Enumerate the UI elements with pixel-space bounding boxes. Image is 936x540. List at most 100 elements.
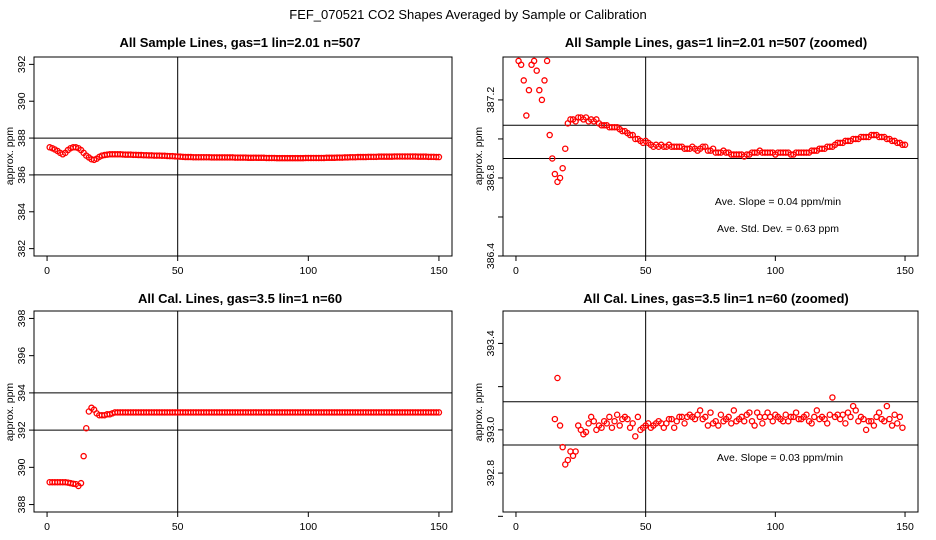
data-point	[829, 394, 836, 401]
data-point	[792, 409, 800, 416]
panel-sample-lines: All Sample Lines, gas=1 lin=2.01 n=507 a…	[4, 35, 453, 277]
x-tick-label: 150	[896, 521, 914, 533]
data-point	[554, 374, 561, 382]
data-point	[728, 420, 735, 427]
data-point	[751, 422, 758, 429]
data-point	[870, 422, 878, 429]
data-point	[795, 415, 802, 423]
data-point	[746, 409, 753, 416]
data-point	[608, 424, 616, 431]
data-point	[717, 411, 725, 418]
data-point	[613, 411, 621, 418]
data-point	[582, 428, 590, 436]
panel-cal-lines: All Cal. Lines, gas=3.5 lin=1 n=60 appro…	[4, 291, 453, 533]
data-point	[551, 170, 559, 178]
y-tick-label: 386	[16, 166, 28, 184]
data-point	[598, 424, 605, 431]
data-point	[842, 420, 849, 427]
y-tick-label: 393.0	[485, 417, 497, 443]
data-point	[523, 112, 530, 119]
data-points	[515, 57, 909, 186]
y-tick-label: 386.4	[485, 243, 497, 269]
data-points	[46, 144, 443, 164]
data-point	[862, 426, 870, 434]
data-point	[899, 141, 906, 149]
panel-title: All Sample Lines, gas=1 lin=2.01 n=507 (…	[565, 35, 867, 50]
panel-title: All Cal. Lines, gas=3.5 lin=1 n=60	[138, 291, 342, 306]
x-tick-label: 150	[430, 265, 448, 277]
x-tick-label: 0	[44, 521, 50, 533]
data-point	[696, 407, 704, 414]
data-point	[572, 448, 579, 455]
y-tick-label: 384	[16, 203, 28, 221]
data-point	[787, 413, 795, 421]
plot-frame	[33, 310, 453, 513]
data-point	[549, 155, 556, 162]
annotation-ave-slope: Ave. Slope = 0.03 ppm/min	[717, 452, 843, 464]
data-point	[562, 145, 569, 152]
data-point	[585, 420, 592, 427]
y-axis-label: approx. ppm	[473, 127, 485, 186]
x-tick-label: 50	[172, 521, 184, 533]
data-point	[847, 413, 854, 421]
x-tick-label: 50	[640, 265, 652, 277]
y-tick-label: 388	[16, 496, 28, 514]
data-point	[530, 57, 538, 65]
y-tick-label: 387.2	[485, 87, 497, 113]
data-point	[803, 411, 810, 418]
data-point	[759, 420, 766, 427]
x-tick-label: 0	[513, 265, 519, 277]
data-point	[702, 413, 709, 421]
data-point	[875, 409, 883, 416]
data-point	[699, 143, 706, 150]
data-point	[782, 411, 789, 418]
panel-title: All Sample Lines, gas=1 lin=2.01 n=507	[120, 35, 361, 50]
data-point	[517, 61, 525, 69]
plot-frame	[33, 56, 453, 257]
data-point	[888, 422, 896, 429]
data-point	[556, 174, 564, 182]
data-point	[901, 141, 909, 149]
data-point	[69, 480, 77, 487]
data-point	[865, 417, 872, 425]
data-point	[676, 413, 683, 421]
data-point	[740, 417, 748, 425]
data-point	[756, 413, 764, 421]
data-point	[839, 411, 847, 418]
plot-frame	[502, 310, 919, 513]
data-point	[435, 153, 443, 161]
data-point	[896, 413, 904, 421]
data-point	[559, 443, 566, 451]
data-point	[538, 96, 546, 104]
data-point	[546, 131, 553, 139]
y-tick-label: 398	[16, 310, 28, 328]
panel-title: All Cal. Lines, gas=3.5 lin=1 n=60 (zoom…	[583, 291, 849, 306]
data-points	[46, 404, 443, 490]
y-tick-label: 390	[16, 92, 28, 110]
data-point	[860, 415, 867, 423]
data-point	[894, 420, 901, 427]
annotation-ave-std-dev: Ave. Std. Dev. = 0.63 ppm	[717, 223, 839, 235]
data-point	[808, 420, 815, 427]
data-point	[626, 131, 634, 139]
x-tick-label: 150	[896, 265, 914, 277]
x-tick-label: 50	[640, 521, 652, 533]
y-tick-label: 393.4	[485, 330, 497, 356]
data-point	[730, 407, 738, 414]
data-point	[520, 77, 528, 84]
data-point	[543, 57, 551, 65]
data-point	[883, 402, 891, 410]
data-point	[668, 415, 675, 423]
x-tick-label: 100	[300, 521, 318, 533]
data-point	[707, 409, 714, 416]
x-tick-label: 0	[44, 265, 50, 277]
y-tick-label: 394	[16, 384, 28, 402]
data-point	[634, 413, 642, 421]
data-point	[629, 420, 636, 427]
x-tick-label: 100	[767, 265, 785, 277]
data-point	[769, 417, 777, 425]
y-axis-label: approx. ppm	[4, 127, 16, 186]
data-point	[616, 422, 623, 429]
annotation-ave-slope: Ave. Slope = 0.04 ppm/min	[715, 196, 841, 208]
